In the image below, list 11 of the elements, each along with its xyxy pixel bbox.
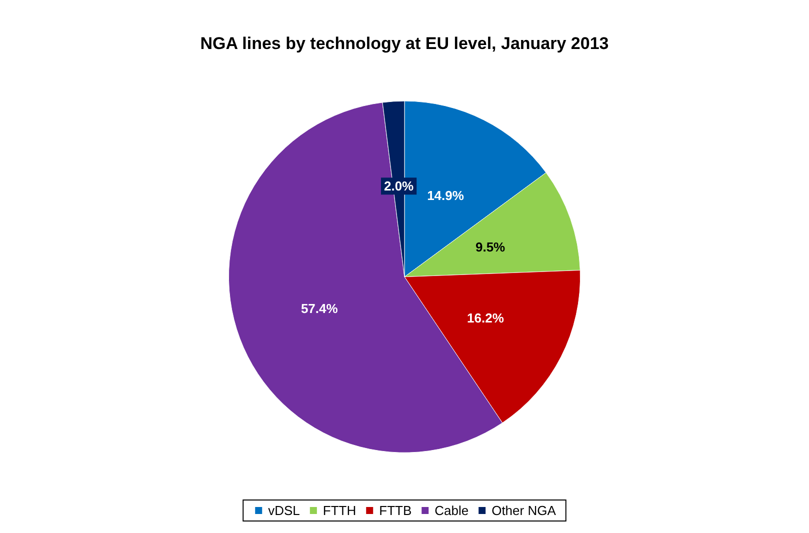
legend-label: FTTB — [379, 503, 412, 518]
data-label: 57.4% — [300, 301, 338, 316]
legend-label: vDSL — [268, 503, 300, 518]
data-label: 16.2% — [467, 310, 504, 326]
legend-label: FTTH — [322, 503, 356, 518]
data-label: 14.9% — [427, 188, 464, 204]
data-label: 9.5% — [475, 239, 506, 254]
chart-title: NGA lines by technology at EU level, January 2013 — [200, 34, 609, 53]
data-label: 2.0% — [384, 178, 414, 194]
legend-label: Other NGA — [492, 503, 556, 518]
legend-label: Cable — [434, 503, 469, 518]
